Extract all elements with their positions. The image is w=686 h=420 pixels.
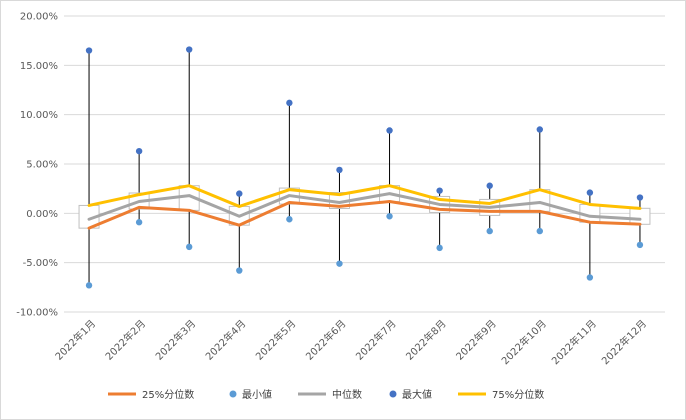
y-axis-tick-labels: 20.00% 15.00% 10.00% 5.00% 0.00% -5.00% -10.00…	[16, 12, 58, 319]
data-point	[236, 190, 243, 197]
y-tick-label: 0.00%	[26, 209, 58, 220]
x-tick-label: 2022年12月	[599, 317, 649, 367]
data-point	[486, 182, 493, 189]
y-tick-label: 10.00%	[20, 110, 58, 121]
legend-label: 75%分位数	[492, 388, 544, 401]
x-tick-label: 2022年5月	[253, 317, 299, 363]
x-tick-label: 2022年11月	[549, 317, 599, 367]
series-line	[87, 184, 642, 210]
box	[629, 207, 651, 225]
x-tick-label: 2022年1月	[52, 317, 98, 363]
series-line	[87, 192, 642, 221]
data-point	[636, 241, 644, 249]
data-point	[336, 166, 343, 174]
x-tick-label: 2022年10月	[499, 317, 549, 367]
series-line	[87, 199, 642, 230]
y-tick-label: -5.00%	[23, 258, 58, 269]
data-point	[135, 219, 143, 226]
y-tick-label: 5.00%	[26, 160, 58, 171]
data-point	[586, 274, 594, 281]
boxes	[78, 185, 651, 229]
data-point	[636, 194, 644, 201]
data-point	[586, 189, 594, 196]
data-point	[85, 282, 93, 289]
legend-label: 最小値	[242, 388, 272, 401]
legend-swatch	[389, 390, 397, 398]
data-point	[386, 127, 393, 134]
legend-label: 25%分位数	[142, 388, 194, 401]
data-point	[186, 46, 193, 53]
data-point	[236, 267, 243, 274]
data-point	[386, 213, 393, 220]
data-point	[135, 147, 143, 155]
data-point	[286, 216, 293, 223]
y-tick-label: 15.00%	[20, 61, 58, 72]
legend: 25%分位数 最小値 中位数 最大値 75%分位数	[108, 388, 544, 401]
legend-swatch	[229, 390, 237, 398]
legend-label: 中位数	[332, 388, 362, 401]
series-lines	[87, 184, 642, 230]
y-tick-label: -10.00%	[16, 308, 58, 319]
x-axis-tick-labels: 2022年1月 2022年2月 2022年3月 2022年4月 2022年5月 2022年…	[52, 317, 649, 367]
data-point	[536, 126, 543, 133]
whiskers	[88, 49, 641, 286]
x-tick-label: 2022年8月	[403, 317, 449, 363]
data-point	[85, 47, 93, 54]
x-tick-label: 2022年3月	[153, 317, 199, 363]
y-tick-label: 20.00%	[20, 12, 58, 23]
data-point	[536, 227, 543, 235]
data-point	[436, 187, 443, 194]
data-point	[336, 260, 343, 267]
series-points	[85, 46, 644, 289]
data-point	[436, 244, 443, 252]
x-tick-label: 2022年6月	[303, 317, 349, 363]
data-point	[186, 243, 193, 251]
data-point	[286, 99, 293, 107]
x-tick-label: 2022年2月	[102, 317, 148, 363]
grid-lines	[64, 15, 665, 313]
x-tick-label: 2022年4月	[203, 317, 249, 363]
x-tick-label: 2022年9月	[453, 317, 499, 363]
data-point	[486, 227, 493, 235]
legend-label: 最大値	[402, 388, 432, 401]
x-tick-label: 2022年7月	[353, 317, 399, 363]
